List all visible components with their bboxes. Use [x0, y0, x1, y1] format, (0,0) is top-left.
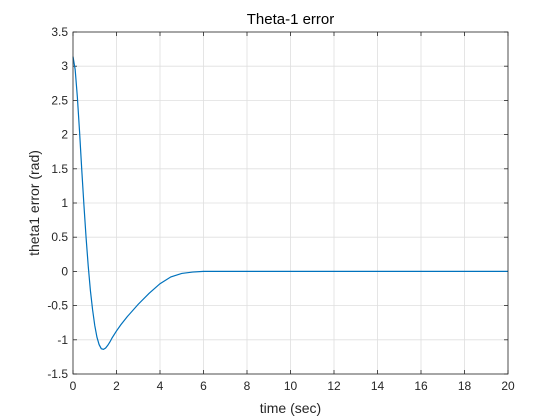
y-ticks: -1.5 -1 -0.5 0 0.5 1 1.5 2 2.5 3 3.5: [47, 25, 508, 381]
x-tick-label: 8: [244, 379, 251, 393]
x-tick-label: 4: [157, 379, 164, 393]
y-tick-label: 3.5: [51, 25, 68, 39]
x-tick-label: 0: [70, 379, 77, 393]
x-ticks: 0 2 4 6 8 10 12 14 16 18 20: [70, 32, 515, 393]
y-tick-label: 0: [61, 264, 68, 278]
x-tick-label: 6: [200, 379, 207, 393]
x-tick-label: 2: [113, 379, 120, 393]
chart-title: Theta-1 error: [247, 11, 335, 28]
y-tick-label: -0.5: [47, 299, 68, 313]
series-line: [72, 56, 508, 351]
x-tick-label: 14: [371, 379, 385, 393]
y-tick-label: 3: [61, 59, 68, 73]
x-tick-label: 18: [458, 379, 472, 393]
y-tick-label: 1: [61, 196, 68, 210]
axes-box: [72, 31, 509, 375]
y-tick-label: 2: [61, 128, 68, 142]
x-tick-label: 20: [501, 379, 515, 393]
y-tick-label: 1.5: [51, 162, 68, 176]
y-tick-label: 2.5: [51, 93, 68, 107]
x-axis-label: time (sec): [260, 400, 321, 416]
x-tick-label: 12: [327, 379, 341, 393]
x-tick-label: 16: [414, 379, 428, 393]
y-tick-label: -1.5: [47, 367, 68, 381]
y-tick-label: 0.5: [51, 230, 68, 244]
x-tick-label: 10: [284, 379, 298, 393]
y-axis-label: theta1 error (rad): [26, 150, 42, 256]
y-tick-label: -1: [57, 333, 68, 347]
